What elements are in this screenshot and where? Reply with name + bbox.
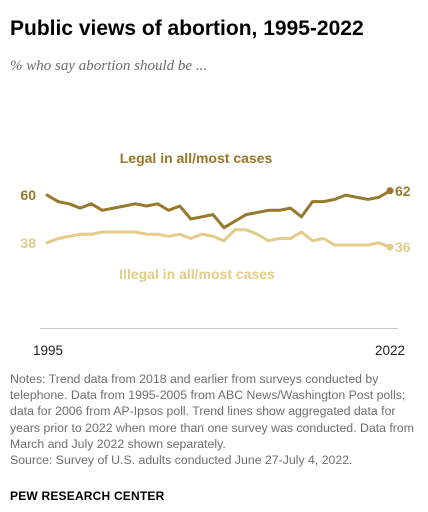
chart-canvas: Legal in all/most cases Illegal in all/m…	[20, 150, 411, 358]
x-tick-label-end: 2022	[375, 343, 405, 358]
series-label-legal: Legal in all/most cases	[120, 150, 273, 166]
chart-subtitle: % who say abortion should be ...	[10, 58, 208, 74]
line-chart: Legal in all/most cases Illegal in all/m…	[0, 140, 428, 365]
x-tick-label-start: 1995	[33, 343, 63, 358]
series-line-illegal	[45, 228, 392, 249]
data-label-legal-end: 62	[395, 183, 411, 199]
series-line-legal	[45, 189, 392, 230]
data-label-legal-start: 60	[20, 187, 36, 203]
notes-text: Notes: Trend data from 2018 and earlier …	[10, 372, 414, 451]
source-text: Source: Survey of U.S. adults conducted …	[10, 453, 353, 468]
series-label-illegal: Illegal in all/most cases	[119, 266, 275, 282]
series-end-marker-illegal	[386, 243, 394, 251]
chart-title: Public views of abortion, 1995-2022	[10, 17, 364, 40]
data-label-illegal-start: 38	[20, 235, 36, 251]
data-label-illegal-end: 36	[395, 239, 411, 255]
publisher-credit: PEW RESEARCH CENTER	[10, 489, 165, 503]
series-end-marker-legal	[386, 187, 394, 195]
chart-notes: Notes: Trend data from 2018 and earlier …	[10, 371, 422, 468]
